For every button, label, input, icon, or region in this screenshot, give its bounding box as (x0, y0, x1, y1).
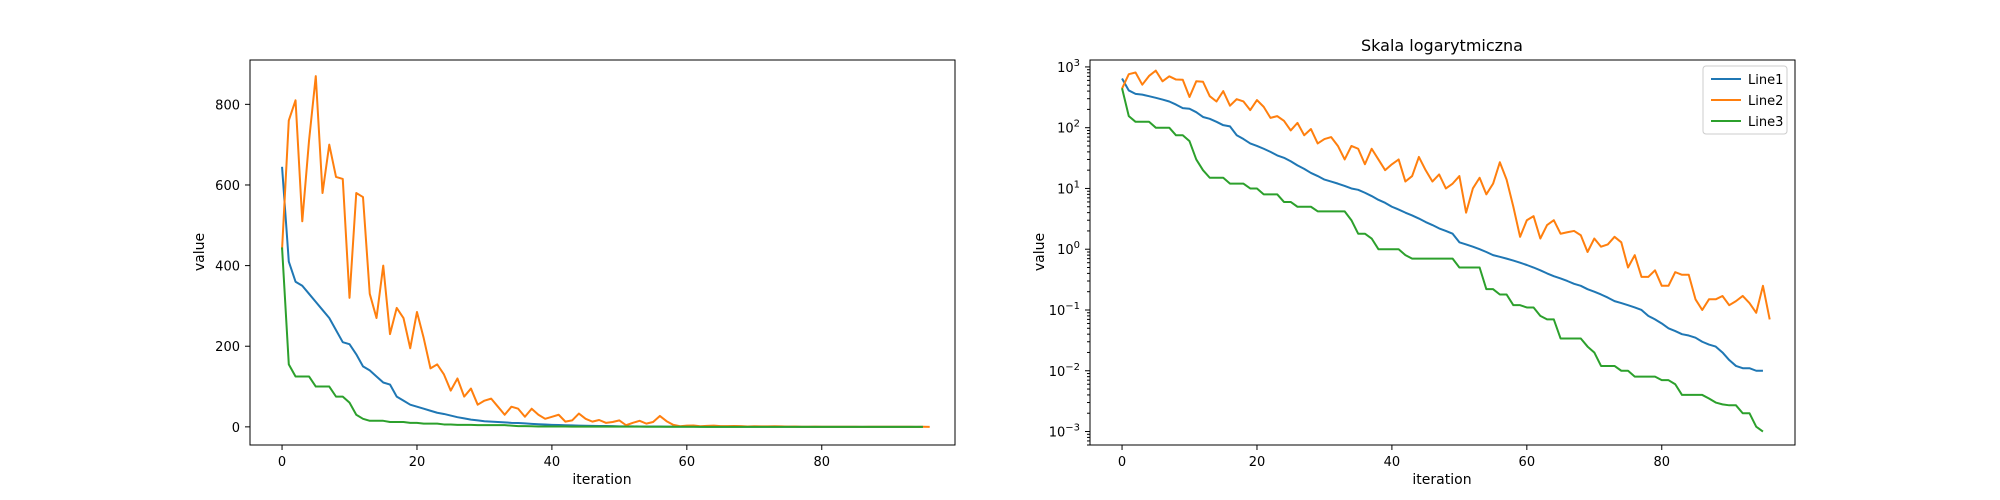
x-tick-label: 80 (813, 455, 830, 470)
y-tick-label: 101 (1057, 179, 1080, 197)
x-axis-label: iteration (1412, 472, 1471, 488)
x-tick-label: 40 (544, 455, 561, 470)
y-ticks: 10−3 10−2 10−1 100 101 102 103 (1049, 58, 1090, 446)
x-ticks: 0 20 40 60 80 (278, 445, 830, 470)
legend-label-line3: Line3 (1748, 115, 1783, 130)
legend-frame (1702, 65, 1788, 135)
x-tick-label: 20 (1249, 455, 1266, 470)
y-tick-label: 10−1 (1049, 301, 1080, 319)
linear-chart: 0 20 40 60 80 0 200 400 600 800 iteration value (192, 59, 956, 488)
y-axis-label: value (192, 233, 208, 271)
y-tick-label: 10−3 (1049, 423, 1080, 441)
series-line-1 (1121, 78, 1763, 372)
y-ticks: 0 200 400 600 800 (215, 98, 250, 436)
x-tick-label: 60 (1519, 455, 1536, 470)
legend: Line1 Line2 Line3 (1702, 65, 1788, 135)
y-axis-label: value (1032, 233, 1048, 271)
series-line-3 (281, 247, 923, 428)
x-tick-label: 0 (278, 455, 286, 470)
y-tick-label: 10−2 (1049, 362, 1080, 380)
x-tick-label: 60 (679, 455, 696, 470)
y-tick-label: 800 (215, 98, 240, 113)
y-tick-label: 100 (1057, 240, 1080, 258)
y-tick-label: 200 (215, 340, 240, 355)
chart-title: Skala logarytmiczna (1361, 36, 1523, 55)
series-line-2 (1121, 69, 1771, 320)
plot-area (250, 60, 955, 445)
legend-label-line2: Line2 (1748, 94, 1783, 109)
legend-label-line1: Line1 (1748, 73, 1783, 88)
x-tick-label: 0 (1118, 455, 1126, 470)
x-ticks: 0 20 40 60 80 (1118, 445, 1670, 470)
x-tick-label: 20 (409, 455, 426, 470)
series-line-3 (1121, 88, 1764, 433)
x-tick-label: 40 (1384, 455, 1401, 470)
y-tick-label: 0 (232, 421, 240, 436)
log-chart: 0 20 40 60 80 10−3 10−2 10−1 100 101 102 103 Skala… (1032, 36, 1796, 488)
y-tick-label: 102 (1057, 119, 1080, 137)
series-lines (281, 75, 930, 428)
x-tick-label: 80 (1653, 455, 1670, 470)
series-lines (1121, 69, 1771, 433)
y-tick-label: 400 (215, 260, 240, 275)
y-tick-label: 600 (215, 179, 240, 194)
x-axis-label: iteration (572, 472, 631, 488)
axes-frame (249, 59, 956, 446)
plot-area (1090, 60, 1795, 445)
y-tick-label: 103 (1057, 58, 1080, 76)
